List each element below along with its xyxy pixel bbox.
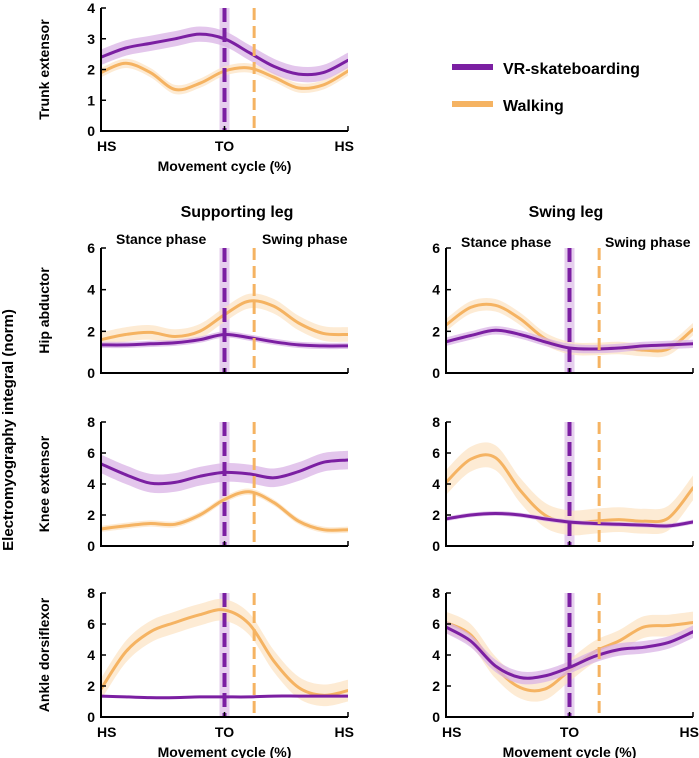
panel-knee-swing: 0 2 4 6 8 [432,414,694,554]
series-line-walk [101,608,348,697]
y-tick-label: 0 [87,123,95,139]
y-tick-label: 0 [87,709,95,725]
y-tick-label: 3 [87,31,95,47]
panel-title-trunk: Trunk extensor [36,19,52,120]
sd-band-walk [446,442,693,536]
y-tick-label: 8 [432,414,440,430]
y-tick-label: 6 [87,240,95,256]
y-tick-label: 8 [87,585,95,601]
y-tick-label: 2 [87,678,95,694]
series-line-skate [446,625,693,680]
phase-label-swing-supporting: Swing phase [262,231,348,247]
y-tick-label: 2 [432,323,440,339]
y-tick-label: 4 [87,647,95,663]
y-tick-label: 8 [87,414,95,430]
y-tick-label: 6 [87,616,95,632]
x-tick-label: HS [97,724,116,740]
panel-trunk: 0 1 2 3 4 Trunk extensor HS TO HS Movement cycle … [36,0,354,174]
y-tick-label: 6 [432,445,440,461]
legend: VR-skateboarding Walking [452,61,640,115]
phase-label-stance-supporting: Stance phase [116,231,206,247]
sd-band-walk [446,297,693,358]
panels: 0 1 2 3 4 Trunk extensor HS TO HS Movement cycle … [36,0,699,758]
sd-band-walk [101,488,348,534]
x-tick-label: HS [442,724,461,740]
x-tick-label: HS [680,724,699,740]
x-tick-label: TO [560,724,579,740]
phase-label-swing-swingleg: Swing phase [605,234,691,250]
x-tick-label: HS [335,724,354,740]
y-tick-label: 2 [432,678,440,694]
series-line-walk [101,490,348,532]
y-tick-label: 1 [87,92,95,108]
x-tick-label: TO [215,724,234,740]
y-tick-label: 4 [87,282,95,298]
panel-hip-swing: 0 2 4 6 [432,240,694,381]
x-tick-label: HS [97,138,116,154]
legend-label-skate: VR-skateboarding [503,61,640,78]
panel-ankle-sup: 0 2 4 6 8 Ankle dorsiflexor HS TO HS Movement cyc… [36,585,354,758]
y-tick-label: 2 [87,507,95,523]
y-tick-label: 0 [87,365,95,381]
legend-label-walk: Walking [503,98,564,115]
panel-title-hip-sup: Hip abductor [36,267,52,354]
y-tick-label: 0 [432,709,440,725]
panel-knee-sup: 0 2 4 6 8 Knee extensor [36,414,349,554]
y-tick-label: 4 [87,476,95,492]
column-title-swing: Swing leg [529,204,604,221]
column-title-supporting: Supporting leg [181,204,294,221]
y-tick-label: 0 [432,538,440,554]
x-tick-label: HS [335,138,354,154]
y-tick-label: 6 [432,240,440,256]
sd-band-walk [101,58,348,95]
panel-title-ankle-sup: Ankle dorsiflexor [36,597,52,712]
y-tick-label: 2 [87,323,95,339]
x-axis-label: Movement cycle (%) [158,744,292,758]
y-tick-label: 2 [87,62,95,78]
panel-hip-sup: 0 2 4 6 Hip abductor [36,240,349,381]
y-tick-label: 8 [432,585,440,601]
x-axis-label: Movement cycle (%) [158,158,292,174]
y-tick-label: 4 [432,282,440,298]
y-tick-label: 4 [87,0,95,16]
global-y-axis-label: Electromyography integral (norm) [0,309,17,551]
y-tick-label: 0 [432,365,440,381]
x-tick-label: TO [215,138,234,154]
y-tick-label: 4 [432,647,440,663]
phase-label-stance-swingleg: Stance phase [461,234,551,250]
y-tick-label: 0 [87,538,95,554]
sd-band-skate [446,620,693,685]
y-tick-label: 4 [432,476,440,492]
y-tick-label: 6 [432,616,440,632]
panel-ankle-swing: 0 2 4 6 8 HS TO HS Movement cycle (%) [432,585,699,758]
y-tick-label: 2 [432,507,440,523]
x-axis-label: Movement cycle (%) [503,744,637,758]
panel-title-knee-sup: Knee extensor [36,435,52,532]
y-tick-label: 6 [87,445,95,461]
